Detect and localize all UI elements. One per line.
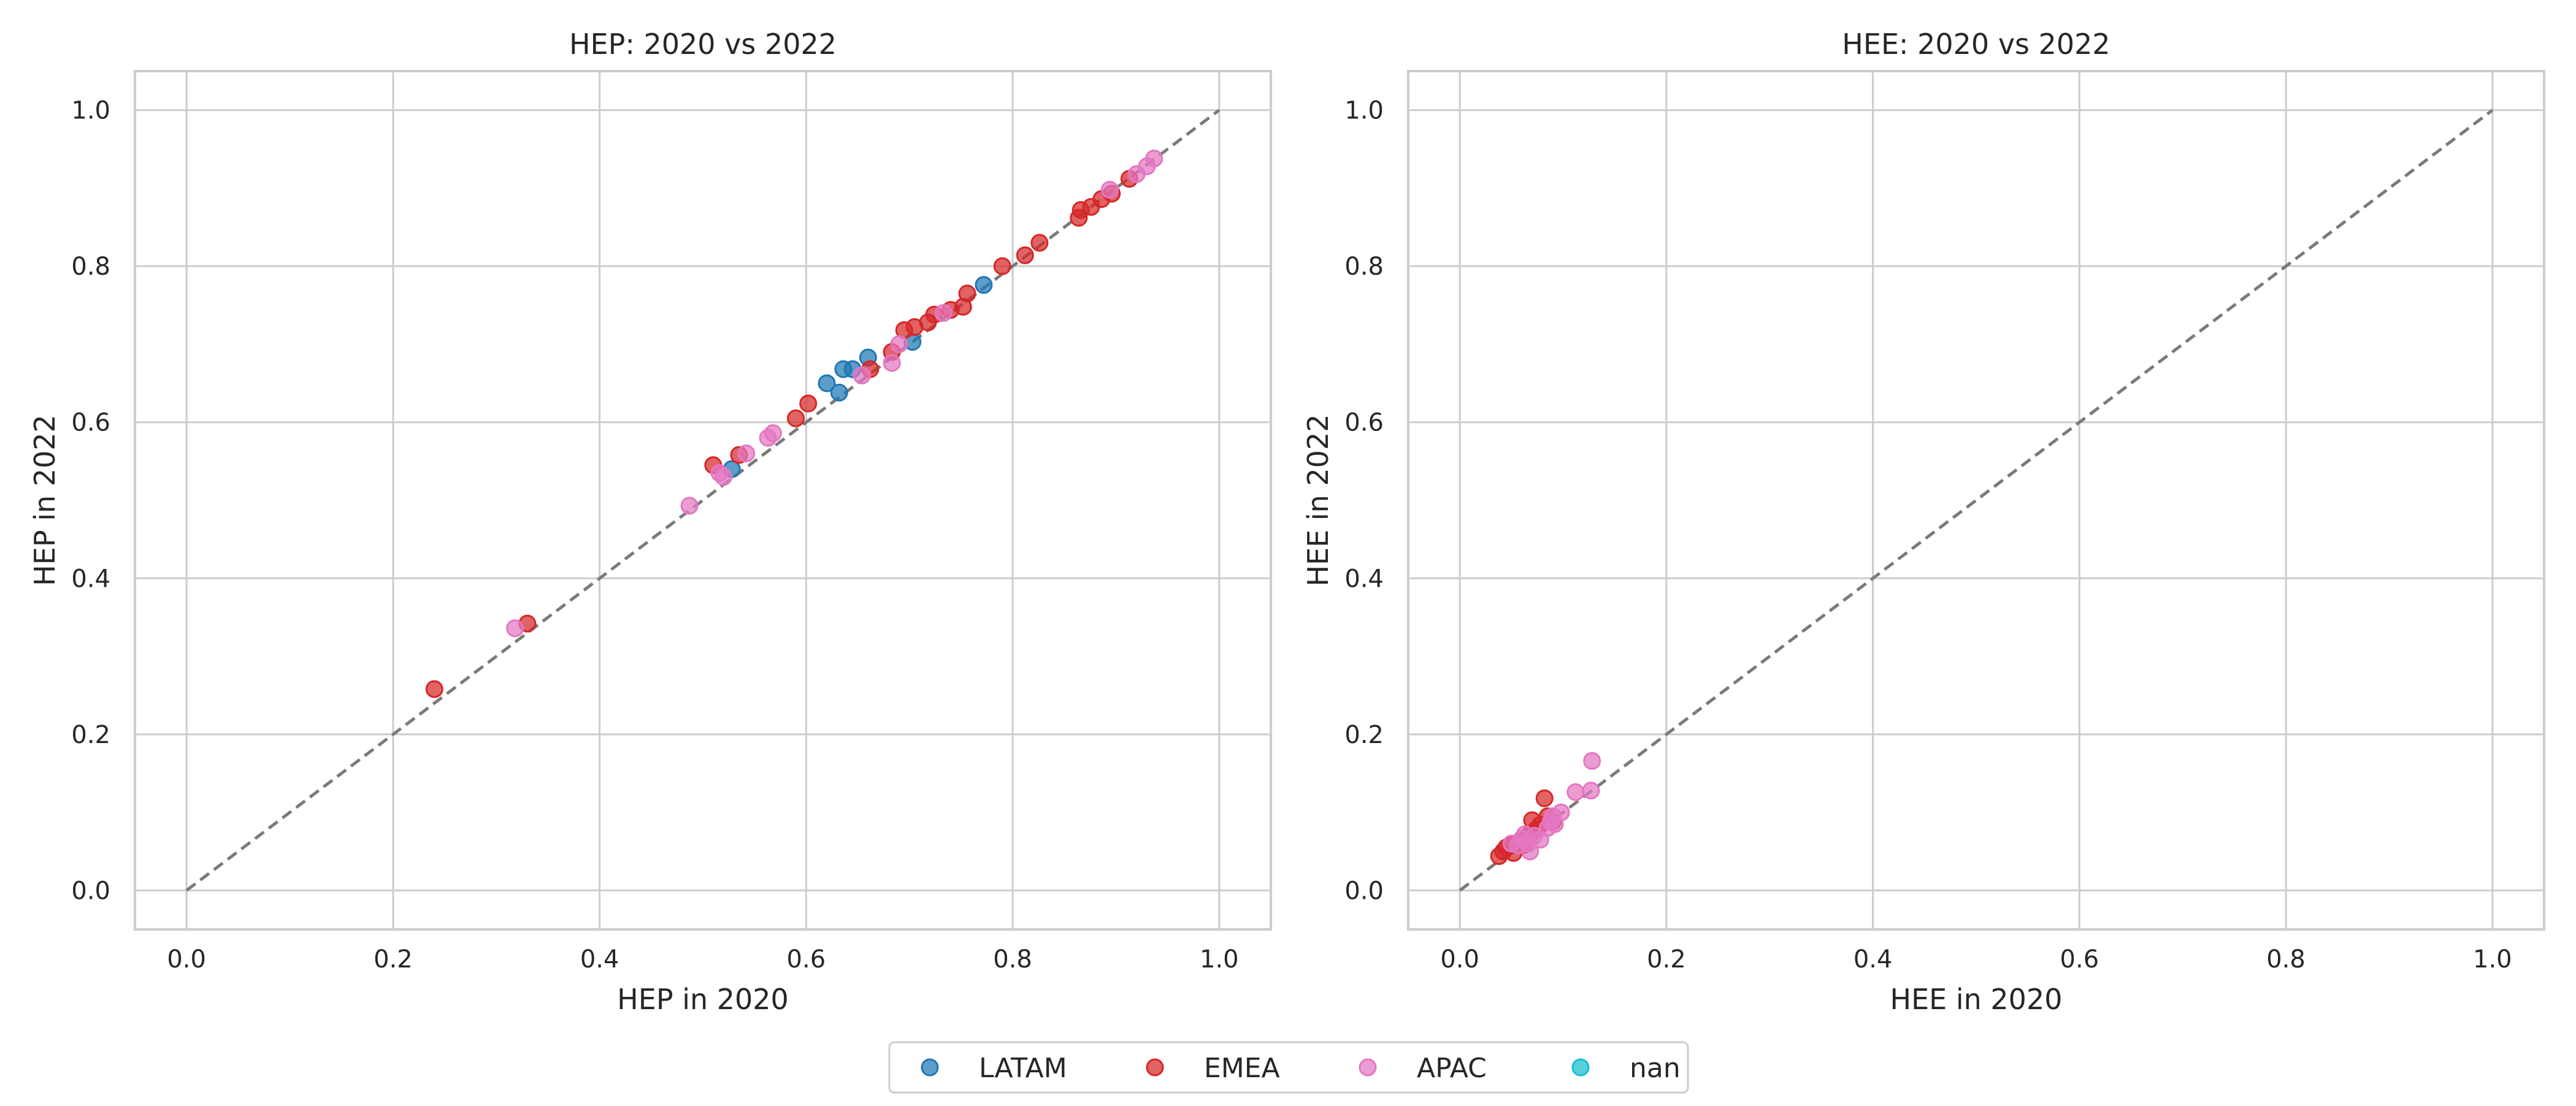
legend-label-apac: APAC — [1417, 1053, 1487, 1084]
legend-label-emea: EMEA — [1204, 1053, 1280, 1084]
hep-y-tick-label: 0.4 — [71, 565, 110, 593]
hee-y-axis-label: HEE in 2022 — [1301, 414, 1335, 587]
hee-y-tick-label: 0.4 — [1344, 565, 1384, 593]
hee-plot-area: 0.0 0.2 0.4 0.6 0.8 1.0 0.0 0.2 0.4 0.6 0.8 1.0 — [1344, 70, 2545, 974]
hep-reference-diagonal-line — [185, 109, 1221, 892]
hep-point-emea — [1030, 234, 1049, 252]
hep-y-tick-label: 0.2 — [71, 721, 110, 749]
hep-chart-title: HEP: 2020 vs 2022 — [569, 28, 837, 61]
legend-marker-latam — [921, 1058, 939, 1077]
chart-legend: LATAM EMEA APAC nan — [888, 1041, 1689, 1094]
hep-y-tick-label: 0.8 — [71, 253, 110, 281]
hep-point-apac — [506, 619, 524, 638]
legend-frame — [888, 1041, 1689, 1094]
hee-x-tick-label: 0.8 — [2266, 945, 2306, 974]
hep-point-apac — [764, 424, 782, 443]
hee-y-tick-label: 1.0 — [1344, 97, 1384, 125]
hep-x-tick-label: 0.4 — [580, 945, 619, 974]
legend-label-nan: nan — [1630, 1053, 1681, 1084]
hep-point-apac — [1145, 150, 1163, 168]
hep-point-apac — [853, 366, 871, 384]
hep-series-apac — [506, 150, 1163, 638]
hep-point-emea — [787, 409, 805, 427]
legend-marker-nan — [1571, 1058, 1590, 1077]
hep-point-apac — [1100, 180, 1119, 199]
hep-point-apac — [737, 444, 756, 463]
hee-point-emea — [1535, 789, 1554, 807]
hep-point-emea — [799, 394, 818, 413]
hee-x-tick-label: 0.0 — [1440, 945, 1479, 974]
hee-point-apac — [1582, 781, 1600, 799]
hep-point-emea — [425, 680, 443, 698]
hee-x-tick-label: 0.4 — [1853, 945, 1893, 974]
hee-x-tick-label: 0.2 — [1647, 945, 1686, 974]
hee-y-tick-label: 0.2 — [1344, 721, 1384, 749]
hee-point-apac — [1552, 803, 1570, 822]
hee-series-apac — [1502, 752, 1601, 861]
hee-x-tick-label: 1.0 — [2473, 945, 2512, 974]
hep-y-tick-label: 0.0 — [71, 877, 110, 905]
legend-marker-apac — [1359, 1058, 1377, 1077]
hep-y-tick-label: 1.0 — [71, 97, 110, 125]
hep-x-tick-label: 0.6 — [787, 945, 826, 974]
hep-point-apac — [890, 335, 908, 353]
hep-x-tick-label: 0.2 — [374, 945, 413, 974]
hep-x-tick-label: 1.0 — [1200, 945, 1239, 974]
hep-point-latam — [818, 374, 836, 392]
hee-point-apac — [1566, 783, 1585, 801]
legend-label-latam: LATAM — [979, 1053, 1067, 1084]
hee-x-tick-label: 0.6 — [2060, 945, 2099, 974]
hep-point-latam — [830, 383, 848, 402]
hep-chart-panel: 0.0 0.2 0.4 0.6 0.8 1.0 0.0 0.2 0.4 0.6 0.8 1.0 HEP… — [28, 28, 1272, 1016]
hep-y-axis-label: HEP in 2022 — [28, 414, 61, 586]
hep-y-tick-label: 0.6 — [71, 409, 110, 437]
hee-y-tick-label: 0.8 — [1344, 253, 1384, 281]
hep-x-axis-label: HEP in 2020 — [617, 983, 789, 1016]
hep-point-emea — [958, 284, 976, 303]
hep-point-apac — [883, 354, 901, 372]
hep-plot-area: 0.0 0.2 0.4 0.6 0.8 1.0 0.0 0.2 0.4 0.6 0.8 1.0 — [71, 70, 1272, 974]
hep-point-apac — [680, 497, 699, 515]
hee-point-apac — [1583, 752, 1601, 770]
hee-plot-frame — [1407, 70, 2545, 931]
hep-point-emea — [993, 257, 1011, 275]
hep-point-apac — [715, 468, 733, 486]
hee-reference-diagonal-line — [1459, 109, 2494, 892]
hep-x-tick-label: 0.8 — [993, 945, 1032, 974]
hee-y-tick-label: 0.0 — [1344, 877, 1384, 905]
hep-x-tick-label: 0.0 — [167, 945, 206, 974]
hee-x-axis-label: HEE in 2020 — [1890, 983, 2063, 1016]
hee-chart-panel: 0.0 0.2 0.4 0.6 0.8 1.0 0.0 0.2 0.4 0.6 0.8 1.0 HEE… — [1301, 28, 2545, 1016]
hep-plot-frame — [134, 70, 1272, 931]
legend-marker-emea — [1146, 1058, 1164, 1077]
hep-point-latam — [975, 276, 993, 294]
hee-chart-title: HEE: 2020 vs 2022 — [1842, 28, 2110, 61]
hee-y-tick-label: 0.6 — [1344, 409, 1384, 437]
hep-point-emea — [1016, 246, 1034, 264]
hep-point-apac — [934, 304, 953, 322]
